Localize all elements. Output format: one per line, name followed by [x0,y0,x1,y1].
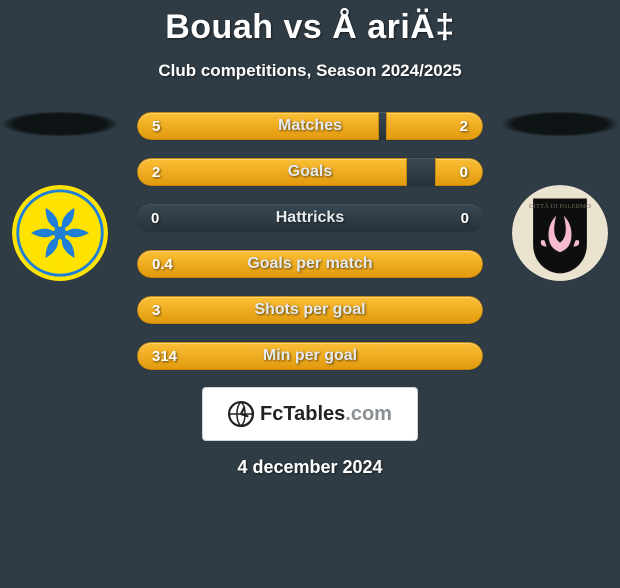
stat-bar-left: 3 [137,296,483,324]
page-subtitle: Club competitions, Season 2024/2025 [0,61,620,81]
carrarese-crest-icon [12,185,108,281]
branding-box[interactable]: FcTables.com [202,387,418,441]
stat-row: 52Matches [136,111,484,141]
stat-value-left: 0 [151,210,159,227]
svg-text:CITTÀ DI PALERMO: CITTÀ DI PALERMO [529,202,591,210]
stat-bars: 52Matches20Goals00Hattricks0.4Goals per … [120,111,500,371]
right-shadow-ellipse [500,111,620,137]
footer-date: 4 december 2024 [0,457,620,478]
stat-bar-right: 2 [386,112,483,140]
palermo-crest-icon: CITTÀ DI PALERMO [512,185,608,281]
stat-bar-left: 2 [137,158,407,186]
right-club-badge: CITTÀ DI PALERMO [512,185,608,281]
stat-bar-left: 5 [137,112,379,140]
stat-value-right: 0 [461,210,469,227]
comparison-panel: CITTÀ DI PALERMO 52Matches20Goals00Hattr… [0,111,620,371]
branding-text: FcTables.com [260,403,392,426]
stat-bar-left: 314 [137,342,483,370]
stat-row: 0 0Hattricks [136,203,484,233]
page-title: Bouah vs Å ariÄ‡ [0,8,620,47]
stat-value-right: 2 [460,118,468,135]
stat-value-left: 314 [152,348,177,365]
stat-label: Hattricks [137,209,483,227]
fctables-logo-icon [228,401,254,427]
stat-row: 0.4Goals per match [136,249,484,279]
stat-bar-left: 0.4 [137,250,483,278]
right-club-column: CITTÀ DI PALERMO [500,111,620,281]
stat-row: 314Min per goal [136,341,484,371]
left-club-badge [12,185,108,281]
stat-value-left: 2 [152,164,160,181]
stat-row: 20Goals [136,157,484,187]
stat-bar-right: 0 [435,158,483,186]
stat-value-left: 5 [152,118,160,135]
stat-value-left: 0.4 [152,256,173,273]
left-club-column [0,111,120,281]
stat-value-left: 3 [152,302,160,319]
stat-row: 3Shots per goal [136,295,484,325]
stat-value-right: 0 [460,164,468,181]
left-shadow-ellipse [0,111,120,137]
